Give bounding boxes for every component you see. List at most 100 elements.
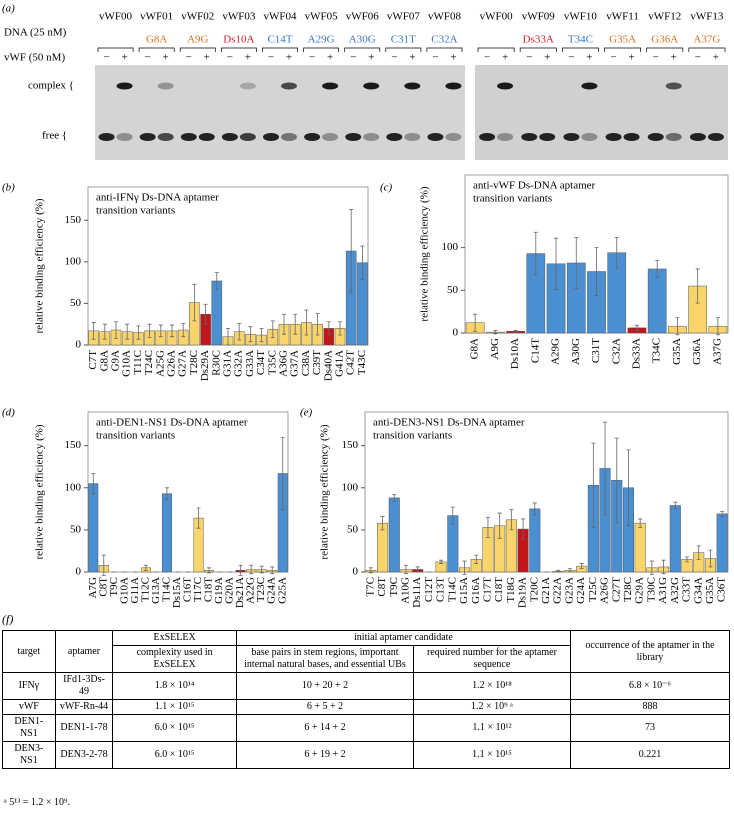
error-bar — [594, 247, 599, 296]
x-tick-label: G37A — [289, 350, 301, 377]
x-tick-label: A26G — [599, 577, 611, 604]
x-tick-label: T35C — [266, 350, 278, 375]
x-tick-label: G8A — [98, 350, 110, 371]
header: aptamer — [54, 630, 114, 673]
error-bar — [403, 564, 408, 575]
error-bar — [695, 268, 700, 304]
error-bar — [497, 512, 502, 539]
x-tick-label: G15A — [458, 577, 470, 604]
x-tick-label: G11A — [129, 577, 141, 604]
x-tick-label: T34C — [651, 338, 663, 363]
x-tick-label: A36G — [278, 350, 290, 377]
table-cell: IFd1-3Ds-49 — [54, 672, 114, 700]
x-tick-label: C42T — [345, 350, 357, 375]
table-cell: 6 + 14 + 2 — [235, 714, 414, 742]
free-band — [539, 133, 556, 141]
error-bar — [158, 324, 163, 338]
error-bar — [192, 283, 197, 322]
x-tick-label: T17C — [192, 577, 204, 602]
x-tick-label: A31G — [657, 577, 669, 604]
error-bar — [101, 554, 106, 576]
x-tick-label: C27T — [610, 577, 622, 602]
lane-variant: A9G — [187, 34, 208, 46]
table-cell: IFNγ — [2, 672, 56, 700]
annotation: transition variants — [473, 193, 552, 205]
complex-band — [581, 82, 598, 90]
minus-sign: − — [432, 52, 438, 64]
free-band — [605, 133, 622, 141]
error-bar — [270, 566, 275, 575]
free-band — [404, 133, 421, 141]
x-tick-label: C32A — [610, 338, 622, 364]
lane-bracket — [604, 47, 642, 52]
x-tick-label: G41A — [334, 350, 346, 377]
lane-name: vWF04 — [264, 11, 298, 23]
x-tick-label: G24A — [266, 577, 278, 604]
free-band — [581, 133, 598, 141]
lane-variant: A37G — [693, 34, 720, 46]
lane-variant: C31T — [391, 34, 416, 46]
lane-bracket — [561, 47, 599, 52]
free-band — [157, 133, 174, 141]
x-tick-label: G32A — [233, 350, 245, 377]
free-band — [221, 133, 238, 141]
free-band — [665, 133, 682, 141]
table-row: DEN1-NS1 DEN1-1-78 6.0 × 10¹⁵ 6 + 14 + 2 1.1… — [2, 714, 731, 742]
table-cell: DEN3-NS1 — [2, 741, 56, 769]
plus-sign: + — [586, 52, 592, 64]
minus-sign: − — [227, 52, 233, 64]
y-tick-label: 100 — [442, 241, 459, 253]
error-bar — [415, 566, 420, 573]
error-bar — [293, 313, 298, 335]
annotation: transition variants — [96, 430, 175, 442]
table-cell: 6 + 5 + 2 — [235, 699, 414, 715]
error-bar — [125, 323, 130, 340]
error-bar — [392, 494, 397, 502]
bar — [669, 505, 681, 573]
x-tick-label: R30C — [210, 350, 222, 376]
x-tick-label: G13A — [150, 577, 162, 604]
table-cell: 888 — [569, 699, 731, 715]
error-bar — [685, 556, 690, 563]
error-bar — [614, 236, 619, 269]
x-tick-label: A25G — [154, 350, 166, 377]
header: ExSELEX — [112, 630, 237, 646]
error-bar — [238, 564, 243, 576]
x-tick-label: C14T — [529, 338, 541, 363]
table-cell: 1.1 × 10¹² — [412, 714, 571, 742]
error-bar — [380, 516, 385, 531]
header: occurrence of the aptamer in the library — [569, 630, 731, 673]
y-tick-label: 150 — [65, 214, 82, 226]
x-tick-label: T11C — [132, 350, 144, 375]
error-bar — [91, 473, 96, 495]
y-axis-label: relative binding efficiency (%) — [319, 424, 331, 559]
x-tick-label: Ds33A — [630, 338, 642, 369]
free-band — [139, 133, 156, 141]
x-tick-label: C39T — [311, 350, 323, 375]
lane-bracket — [97, 47, 134, 52]
error-bar — [655, 260, 660, 278]
lane-variant: G36A — [651, 34, 678, 46]
lane-name: vWF12 — [648, 11, 681, 23]
table-cell: DEN3-2-78 — [54, 741, 114, 769]
table-cell: 1.1 × 10¹⁵ — [412, 741, 571, 769]
error-bar — [203, 303, 208, 325]
x-tick-label: G29A — [634, 577, 646, 604]
lane-variant: A29G — [308, 34, 335, 46]
complex-band — [157, 82, 174, 90]
error-bar — [493, 330, 498, 335]
bar — [161, 493, 172, 573]
lane-name: vWF05 — [305, 11, 339, 23]
x-tick-label: C38A — [300, 350, 312, 376]
free-band — [497, 133, 514, 141]
free-band — [445, 133, 462, 141]
x-tick-label: G19A — [213, 577, 225, 604]
complex-band — [445, 82, 462, 90]
y-tick-label: 150 — [342, 439, 359, 451]
table-cell: 1.1 × 10¹⁵ — [112, 699, 237, 715]
x-tick-label: G26A — [166, 350, 178, 377]
error-bar — [304, 309, 309, 336]
x-tick-label: G35A — [704, 577, 716, 604]
table-cell: 0.221 — [569, 741, 731, 769]
x-tick-label: Ds29A — [199, 350, 211, 381]
